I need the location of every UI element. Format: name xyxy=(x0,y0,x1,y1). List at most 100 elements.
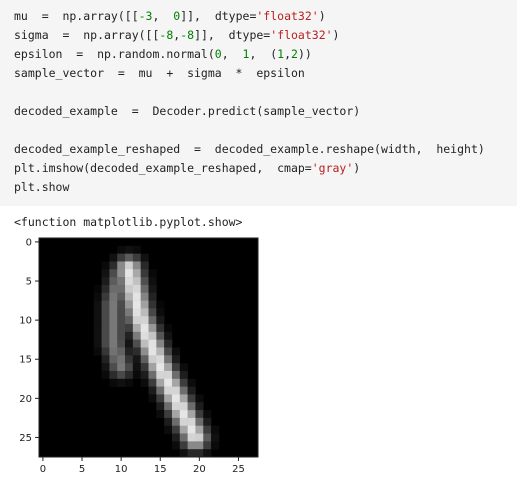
code-token: , xyxy=(152,9,174,23)
image-pixel xyxy=(164,339,173,348)
image-pixel xyxy=(179,441,188,450)
image-pixel xyxy=(195,417,204,427)
code-token: , ( xyxy=(249,47,278,61)
code-token: , xyxy=(284,47,292,61)
code-editor[interactable]: mu = np.array([[-3, 0]], dtype='float32'… xyxy=(14,7,485,197)
image-pixel xyxy=(179,394,188,403)
image-pixel xyxy=(117,355,126,364)
image-pixel xyxy=(187,433,196,442)
code-line: decoded_example_reshaped = decoded_examp… xyxy=(14,140,485,159)
image-pixel xyxy=(93,347,102,356)
image-pixel xyxy=(179,433,188,442)
image-pixel xyxy=(109,253,118,262)
image-pixel xyxy=(117,347,126,356)
code-token: 0 xyxy=(214,47,222,61)
image-pixel xyxy=(164,394,173,403)
image-pixel xyxy=(132,292,141,301)
image-pixel xyxy=(187,410,196,419)
image-pixel xyxy=(117,378,126,387)
image-pixel xyxy=(156,386,165,395)
image-pixel xyxy=(109,370,118,380)
image-pixel xyxy=(195,402,204,411)
code-token: ]], dtype= xyxy=(180,9,257,23)
image-pixel xyxy=(140,363,149,372)
image-pixel xyxy=(179,386,188,395)
code-cell[interactable]: mu = np.array([[-3, 0]], dtype='float32'… xyxy=(0,0,517,206)
image-pixel xyxy=(148,269,157,278)
image-pixel xyxy=(132,284,141,294)
image-pixel xyxy=(101,261,110,270)
code-token: sigma = np.array([[ xyxy=(14,28,160,42)
image-pixel xyxy=(148,339,157,348)
image-pixel xyxy=(101,284,110,294)
image-pixel xyxy=(117,284,126,294)
image-pixel xyxy=(93,316,102,325)
image-pixel xyxy=(187,386,196,395)
image-pixel xyxy=(140,355,149,364)
image-pixel xyxy=(132,324,141,333)
x-tick-label: 15 xyxy=(154,464,167,475)
image-pixel xyxy=(140,261,149,270)
image-pixel xyxy=(156,410,165,419)
image-pixel xyxy=(203,417,212,427)
image-pixel xyxy=(101,347,110,356)
image-pixel xyxy=(109,300,118,309)
image-pixel xyxy=(171,410,181,419)
code-token: -8 xyxy=(180,28,195,42)
image-pixel xyxy=(171,378,181,387)
image-pixel xyxy=(179,370,188,380)
image-pixel xyxy=(148,292,157,301)
image-pixel xyxy=(101,363,110,372)
x-tick-label: 25 xyxy=(232,464,245,475)
image-pixel xyxy=(171,433,181,442)
image-pixel xyxy=(187,402,196,411)
image-pixel xyxy=(125,277,134,286)
image-pixel xyxy=(148,308,157,317)
image-pixel xyxy=(211,425,220,434)
image-pixel xyxy=(93,308,102,317)
image-pixel xyxy=(164,324,173,333)
axes-frame xyxy=(38,237,259,458)
image-pixel xyxy=(117,245,126,254)
code-token: epsilon = np.random.normal( xyxy=(14,47,215,61)
image-pixel xyxy=(156,378,165,387)
image-pixel xyxy=(187,378,196,387)
image-pixel xyxy=(132,347,141,356)
image-pixel xyxy=(125,300,134,309)
image-pixel xyxy=(132,245,141,254)
image-pixel xyxy=(140,277,149,286)
image-pixel xyxy=(187,425,196,434)
output-text: <function matplotlib.pyplot.show> xyxy=(14,215,243,229)
code-token: sample_vector = mu + sigma * epsilon xyxy=(14,66,305,80)
code-token: ) xyxy=(332,28,340,42)
image-pixel xyxy=(171,417,181,427)
image-pixel xyxy=(93,331,102,340)
image-pixel xyxy=(164,370,173,380)
image-pixel xyxy=(117,370,126,380)
image-pixel xyxy=(125,378,134,387)
image-pixel xyxy=(195,425,204,434)
image-pixel xyxy=(140,331,149,340)
image-pixel xyxy=(125,324,134,333)
image-pixel xyxy=(195,410,204,419)
y-tick-label: 0 xyxy=(26,237,32,248)
image-pixel xyxy=(171,386,181,395)
code-token: 1 xyxy=(242,47,250,61)
image-pixel xyxy=(117,261,126,270)
image-pixel xyxy=(195,441,204,450)
image-pixel xyxy=(93,324,102,333)
code-token: 'float32' xyxy=(270,28,333,42)
image-pixel xyxy=(132,331,141,340)
code-token: plt.show xyxy=(14,180,70,194)
image-pixel xyxy=(132,261,141,270)
image-pixel xyxy=(148,370,157,380)
image-pixel xyxy=(148,331,157,340)
image-pixel xyxy=(148,324,157,333)
image-pixel xyxy=(203,425,212,434)
image-pixel xyxy=(148,284,157,294)
image-pixel xyxy=(156,316,165,325)
image-pixel xyxy=(148,300,157,309)
image-pixel xyxy=(179,449,188,458)
y-tick-label: 15 xyxy=(19,355,32,366)
image-pixel xyxy=(140,347,149,356)
